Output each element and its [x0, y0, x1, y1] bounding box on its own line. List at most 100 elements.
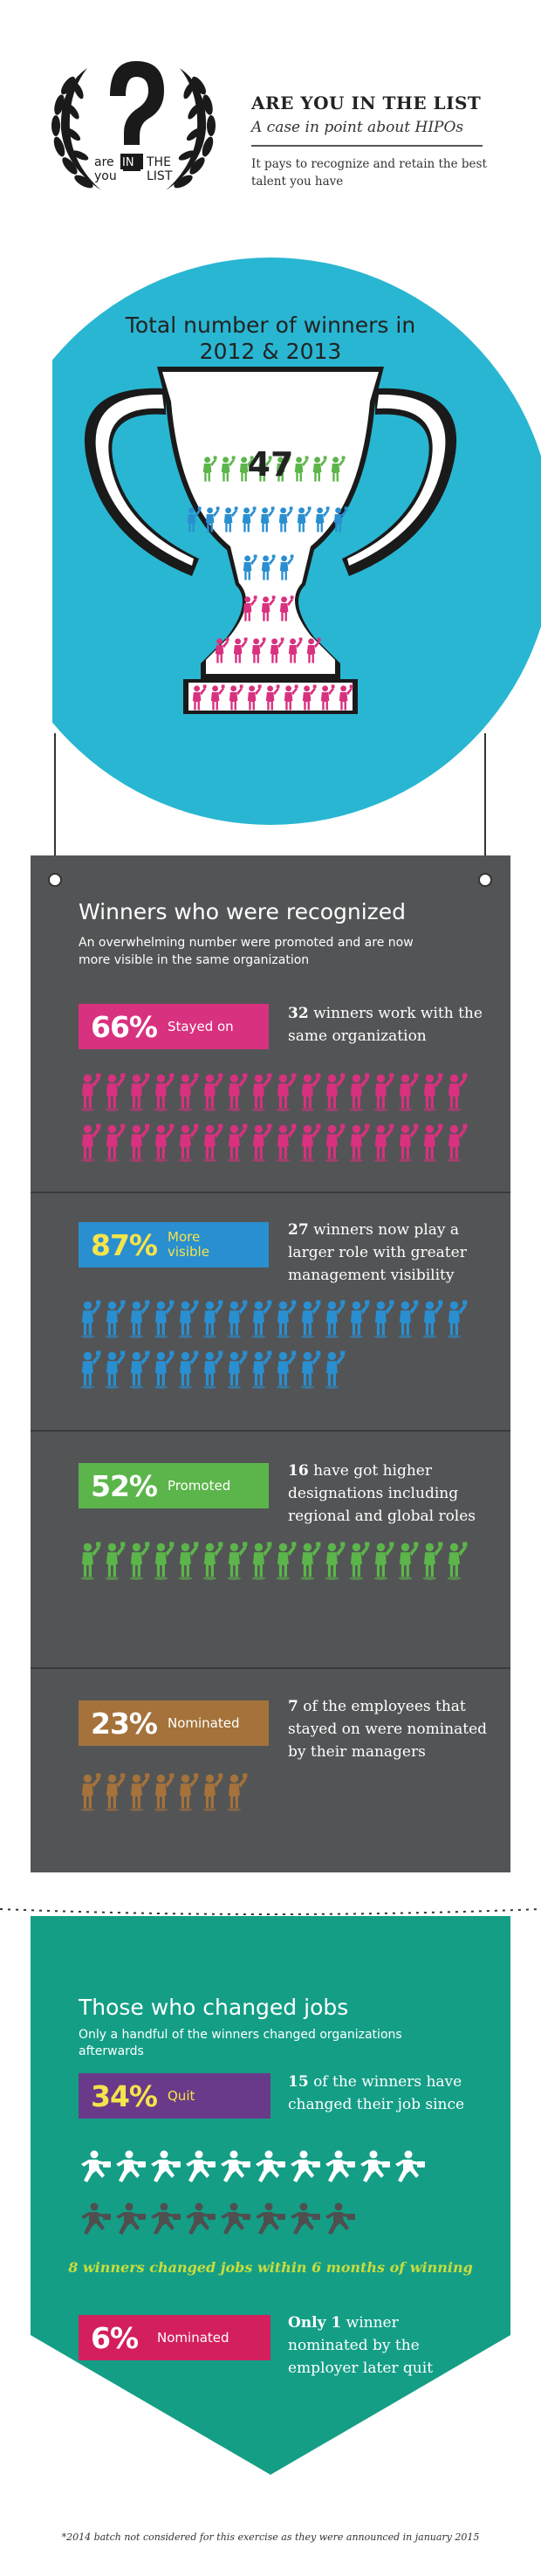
trophy-person-icon [312, 456, 327, 482]
person-icon [105, 1542, 126, 1580]
person-icon [80, 1542, 101, 1580]
stat-quit-badge: 34% Quit [79, 2073, 270, 2119]
person-icon [80, 1300, 101, 1338]
person-icon [105, 1300, 126, 1338]
runner-icon [186, 2202, 216, 2235]
trophy-person-icon [247, 684, 262, 711]
stat-nominated-count: 7 [288, 1698, 298, 1715]
stat-nominated-quit-count: Only 1 [288, 2314, 342, 2332]
runner-icon [291, 2150, 320, 2182]
runner-icon [81, 2150, 111, 2182]
stat-nominated-description: 7 of the employees that stayed on were n… [288, 1695, 489, 1763]
person-icon [373, 1300, 394, 1338]
person-icon [300, 1300, 321, 1338]
stat-nominated-quit-label: Nominated [157, 2329, 229, 2346]
runner-icon [221, 2202, 250, 2235]
trophy-person-icon [251, 637, 266, 663]
changed-title: Those who changed jobs [79, 1995, 349, 2020]
person-icon [129, 1773, 150, 1811]
pin-right [478, 873, 492, 887]
logo-text-the: THE [146, 155, 171, 169]
person-icon [325, 1123, 346, 1162]
trophy-person-icon [294, 456, 309, 482]
stat-nominated-percent: 23% [91, 1706, 158, 1741]
person-icon [325, 1542, 346, 1580]
stat-stayed-on-label: Stayed on [168, 1018, 234, 1034]
footnote: *2014 batch not considered for this exer… [61, 2531, 480, 2543]
trophy-person-icon [223, 506, 238, 532]
trophy-person-icon [297, 506, 312, 532]
runner-icon [221, 2150, 250, 2182]
stat-quit-text: of the winners have changed their job si… [288, 2073, 465, 2113]
page-description: It pays to recognize and retain the best… [251, 157, 487, 189]
person-icon [422, 1300, 443, 1338]
trophy-title: Total number of winners in 2012 & 2013 [87, 313, 454, 365]
person-icon [202, 1073, 223, 1111]
person-icon [129, 1350, 150, 1389]
stat-more-visible-label: More visible [168, 1230, 209, 1260]
trophy-person-icon [239, 456, 254, 482]
trophy-person-icon [284, 684, 298, 711]
stat-more-visible-description: 27 winners now play a larger role with g… [288, 1219, 489, 1287]
stat-more-visible-count: 27 [288, 1221, 309, 1239]
stat-quit-label: Quit [168, 2087, 195, 2104]
trophy-person-icon [279, 595, 294, 622]
person-icon [349, 1542, 370, 1580]
people-nominated [79, 1772, 489, 1823]
runner-icon [360, 2150, 390, 2182]
stat-quit-percent: 34% [91, 2078, 158, 2113]
trophy-icon [84, 367, 457, 714]
string-left [54, 733, 56, 871]
trophy-person-icon [261, 595, 276, 622]
trophy-person-icon [302, 684, 317, 711]
person-icon [227, 1300, 248, 1338]
stat-nominated-badge: 23% Nominated [79, 1700, 269, 1746]
stat-more-visible-text: winners now play a larger role with grea… [288, 1221, 467, 1284]
stat-quit-description: 15 of the winners have changed their job… [288, 2071, 489, 2116]
person-icon [373, 1123, 394, 1162]
person-icon [300, 1350, 321, 1389]
trophy-person-icon [215, 637, 229, 663]
person-icon [105, 1350, 126, 1389]
trophy-person-icon [243, 554, 257, 580]
person-icon [325, 1300, 346, 1338]
runner-icon [151, 2150, 181, 2182]
person-icon [105, 1123, 126, 1162]
person-icon [154, 1773, 175, 1811]
person-icon [398, 1073, 419, 1111]
trophy-person-icon [187, 506, 202, 532]
logo-text-you: you [94, 169, 117, 183]
person-icon [422, 1073, 443, 1111]
divider [31, 1430, 510, 1432]
person-icon [447, 1073, 468, 1111]
trophy-person-icon [279, 554, 294, 580]
trophy-person-icon [315, 506, 330, 532]
person-icon [251, 1073, 272, 1111]
person-icon [154, 1123, 175, 1162]
logo: are you IN THE LIST [33, 35, 234, 210]
divider [31, 1667, 510, 1669]
people-stayed-on [79, 1072, 489, 1173]
person-icon [227, 1123, 248, 1162]
stat-promoted-count: 16 [288, 1462, 309, 1480]
person-icon [178, 1350, 199, 1389]
person-icon [80, 1773, 101, 1811]
people-promoted [79, 1541, 489, 1591]
changed-subtitle: Only a handful of the winners changed or… [79, 2028, 402, 2058]
person-icon [202, 1350, 223, 1389]
trophy-person-icon [221, 456, 236, 482]
person-icon [154, 1350, 175, 1389]
page-title: ARE YOU IN THE LIST [251, 93, 482, 113]
person-icon [178, 1773, 199, 1811]
runner-icon [116, 2150, 146, 2182]
person-icon [349, 1300, 370, 1338]
header-divider [251, 145, 483, 147]
person-icon [276, 1073, 297, 1111]
pin-left [48, 873, 62, 887]
person-icon [80, 1350, 101, 1389]
trophy-title-line2: 2012 & 2013 [199, 339, 342, 364]
stat-stayed-on-percent: 66% [91, 1009, 158, 1044]
person-icon [178, 1123, 199, 1162]
stat-stayed-on-description: 32 winners work with the same organizati… [288, 1002, 489, 1048]
stat-nominated-quit-description: Only 1 winner nominated by the employer … [288, 2312, 480, 2380]
